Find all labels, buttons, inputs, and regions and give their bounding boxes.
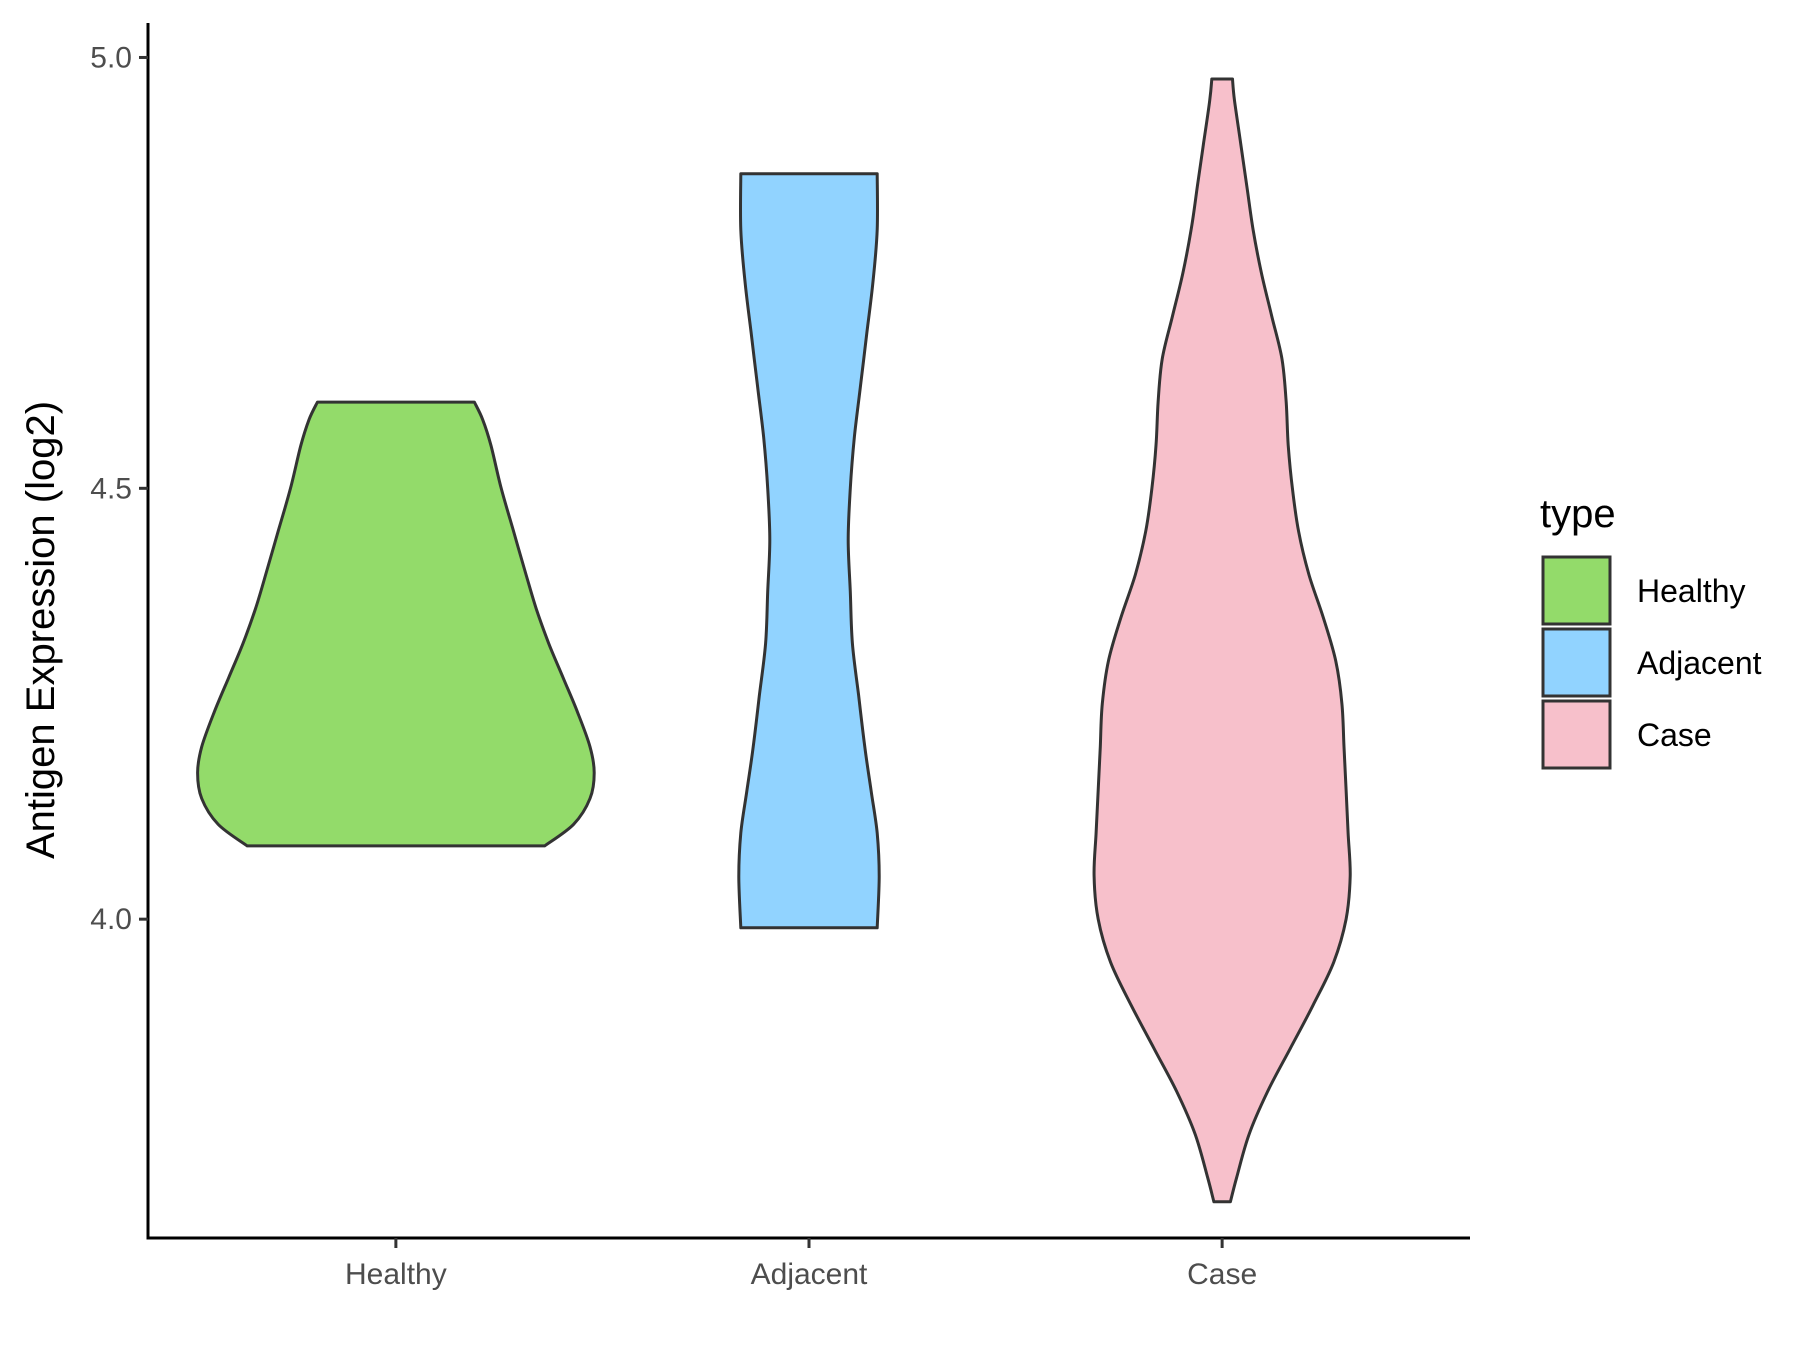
x-tick-label: Healthy bbox=[345, 1258, 447, 1291]
y-tick-label: 4.0 bbox=[90, 903, 132, 936]
legend-title: type bbox=[1540, 492, 1616, 536]
violin-case bbox=[1092, 77, 1352, 1204]
legend-key-healthy bbox=[1541, 555, 1612, 626]
y-axis-ticks: 4.0 4.5 5.0 bbox=[90, 41, 148, 936]
legend-items: Healthy Adjacent Case bbox=[1541, 555, 1762, 770]
y-tick-label: 4.5 bbox=[90, 472, 132, 505]
legend-key-adjacent bbox=[1541, 627, 1612, 698]
legend-label: Adjacent bbox=[1637, 645, 1762, 681]
legend-label: Healthy bbox=[1637, 573, 1746, 609]
y-axis-title: Antigen Expression (log2) bbox=[19, 401, 63, 859]
y-tick-label: 5.0 bbox=[90, 41, 132, 74]
x-axis-ticks: Healthy Adjacent Case bbox=[345, 1238, 1257, 1291]
x-tick-label: Adjacent bbox=[751, 1258, 868, 1291]
legend-label: Case bbox=[1637, 717, 1712, 753]
violin-adjacent bbox=[737, 172, 881, 930]
legend-key-case bbox=[1541, 699, 1612, 770]
legend: type Healthy Adjacent Case bbox=[1540, 492, 1762, 770]
violin-healthy bbox=[196, 400, 596, 848]
violin-layer bbox=[196, 77, 1352, 1204]
x-tick-label: Case bbox=[1187, 1258, 1257, 1291]
